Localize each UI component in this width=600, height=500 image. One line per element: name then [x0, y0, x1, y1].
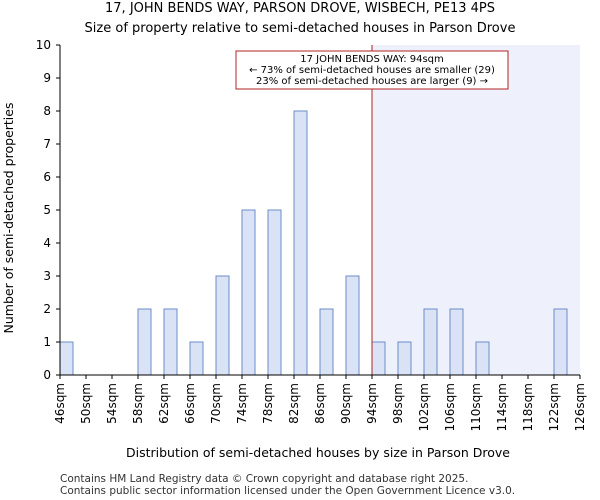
x-tick-label: 74sqm — [235, 383, 249, 424]
bar — [137, 308, 152, 376]
bar — [163, 308, 178, 376]
bar — [59, 341, 74, 376]
y-tick-label: 2 — [43, 302, 51, 316]
y-tick-label: 10 — [36, 38, 51, 52]
y-axis-ticks: 0 1 2 3 4 5 6 7 8 9 10 — [36, 38, 60, 382]
annotation-line-1: 17 JOHN BENDS WAY: 94sqm — [300, 54, 444, 65]
y-tick-label: 3 — [43, 269, 51, 283]
bar — [215, 275, 230, 376]
highlight-region — [372, 45, 580, 375]
x-tick-label: 50sqm — [79, 383, 93, 424]
y-tick-label: 6 — [43, 170, 51, 184]
x-tick-label: 82sqm — [287, 383, 301, 424]
annotation-border — [235, 50, 509, 90]
plot-area — [372, 45, 580, 375]
bar — [475, 341, 490, 376]
bar — [371, 341, 386, 376]
bar — [397, 341, 412, 376]
bar — [449, 308, 464, 376]
y-tick-label: 5 — [43, 203, 51, 217]
bar — [423, 308, 438, 376]
bar — [241, 209, 256, 376]
x-tick-label: 98sqm — [391, 383, 405, 424]
x-tick-label: 94sqm — [365, 383, 379, 424]
bar — [267, 209, 282, 376]
bar — [553, 308, 568, 376]
y-tick-label: 9 — [43, 71, 51, 85]
x-tick-label: 102sqm — [417, 383, 431, 431]
x-tick-label: 122sqm — [547, 383, 561, 431]
y-axis-title: Number of semi-detached properties — [1, 103, 16, 334]
x-tick-label: 66sqm — [183, 383, 197, 424]
chart-title: 17, JOHN BENDS WAY, PARSON DROVE, WISBEC… — [105, 1, 495, 16]
bar — [293, 110, 308, 376]
footer-line-2: Contains public sector information licen… — [60, 485, 515, 497]
x-tick-label: 58sqm — [131, 383, 145, 424]
x-tick-label: 86sqm — [313, 383, 327, 424]
bar — [189, 341, 204, 376]
x-tick-label: 106sqm — [443, 383, 457, 431]
x-tick-label: 54sqm — [105, 383, 119, 424]
y-tick-label: 7 — [43, 137, 51, 151]
chart-subtitle: Size of property relative to semi-detach… — [85, 21, 516, 36]
annotation-box: 17 JOHN BENDS WAY: 94sqm ← 73% of semi-d… — [235, 50, 509, 90]
x-tick-label: 126sqm — [573, 383, 587, 431]
bars — [59, 110, 568, 376]
x-tick-label: 62sqm — [157, 383, 171, 424]
y-tick-label: 0 — [43, 368, 51, 382]
x-tick-label: 110sqm — [469, 383, 483, 431]
y-tick-label: 4 — [43, 236, 51, 250]
x-tick-label: 118sqm — [521, 383, 535, 431]
annotation-line-2: ← 73% of semi-detached houses are smalle… — [249, 65, 495, 76]
footer-line-1: Contains HM Land Registry data © Crown c… — [60, 473, 468, 485]
y-tick-label: 8 — [43, 104, 51, 118]
x-tick-label: 114sqm — [495, 383, 509, 431]
x-tick-label: 70sqm — [209, 383, 223, 424]
bar — [345, 275, 360, 376]
annotation-line-3: 23% of semi-detached houses are larger (… — [256, 76, 488, 87]
x-tick-label: 90sqm — [339, 383, 353, 424]
x-axis-title: Distribution of semi-detached houses by … — [126, 445, 510, 460]
bar — [319, 308, 334, 376]
x-axis-ticks: 46sqm 50sqm 54sqm 58sqm 62sqm 66sqm 70sqm 74sqm… — [53, 375, 587, 431]
x-tick-label: 78sqm — [261, 383, 275, 424]
x-tick-label: 46sqm — [53, 383, 67, 424]
y-tick-label: 1 — [43, 335, 51, 349]
